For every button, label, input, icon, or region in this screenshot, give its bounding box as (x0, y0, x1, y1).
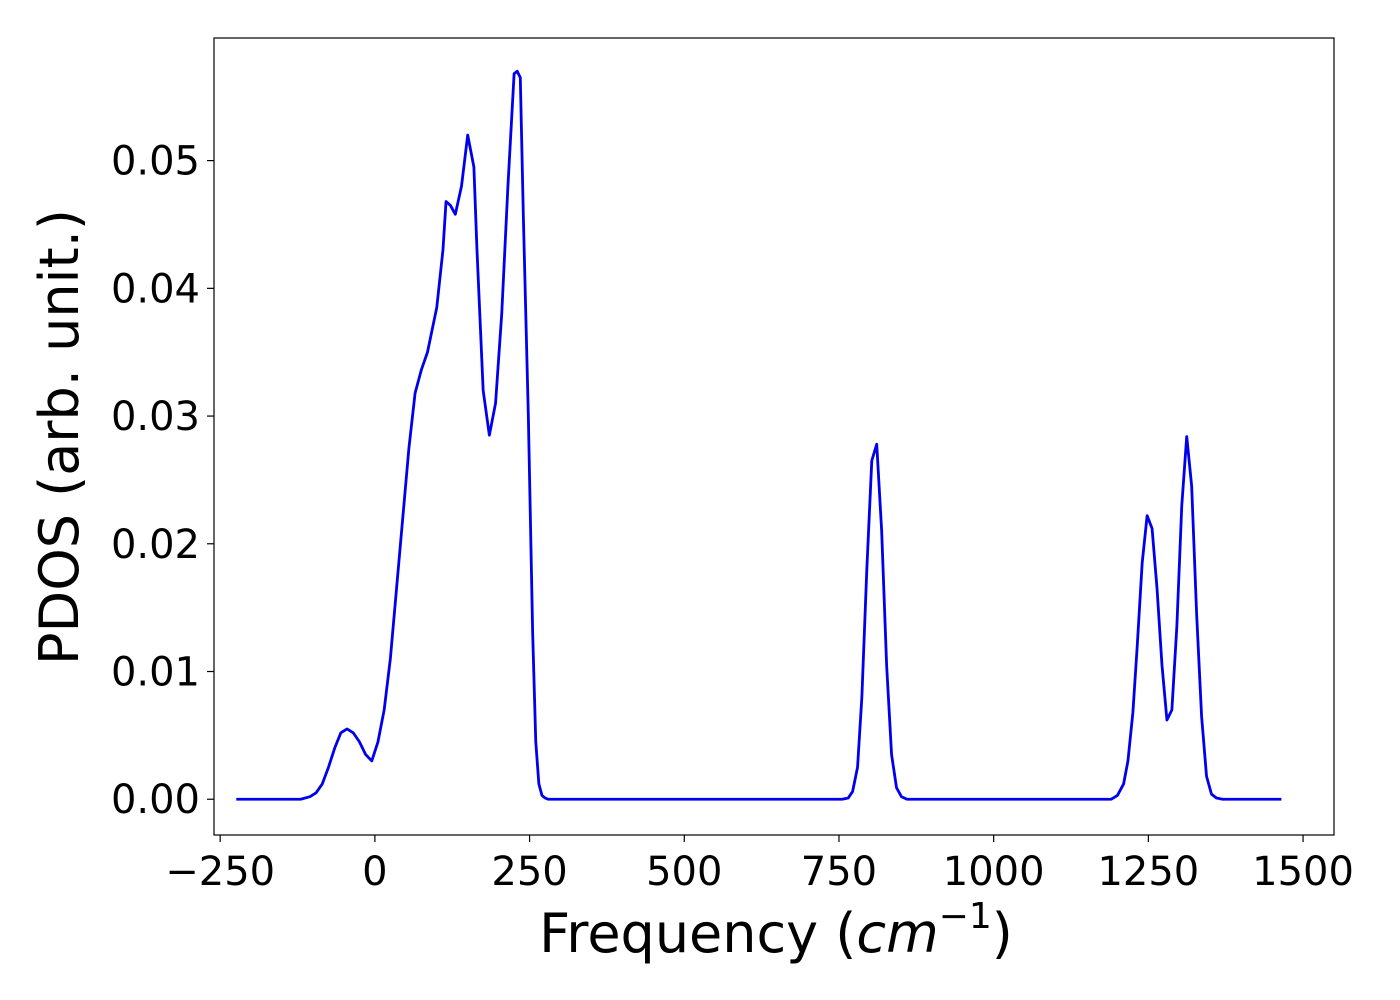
x-axis-label: Frequency (cm−1) (539, 896, 1013, 965)
y-tick-label: 0.00 (111, 777, 200, 823)
x-axis-ticks: −250 0 250 500 750 1000 1250 1500 (165, 835, 1354, 895)
y-tick-label: 0.03 (111, 394, 200, 440)
x-tick-label: 750 (801, 849, 877, 895)
y-tick-label: 0.01 (111, 650, 200, 696)
y-tick-label: 0.05 (111, 139, 200, 185)
y-tick-label: 0.04 (111, 266, 200, 312)
x-tick-label: 500 (646, 849, 722, 895)
x-tick-label: 250 (491, 849, 567, 895)
y-axis-ticks: 0.00 0.01 0.02 0.03 0.04 0.05 (111, 139, 214, 823)
x-tick-label: 1000 (943, 849, 1045, 895)
x-tick-label: −250 (165, 849, 275, 895)
y-axis-label: PDOS (arb. unit.) (28, 209, 91, 665)
y-tick-label: 0.02 (111, 522, 200, 568)
plot-area (213, 37, 1335, 836)
x-tick-label: 1250 (1097, 849, 1199, 895)
plot-frame (213, 37, 1335, 836)
x-tick-label: 0 (362, 849, 387, 895)
pdos-series-line-0 (236, 69, 1282, 801)
x-tick-label: 1500 (1252, 849, 1354, 895)
